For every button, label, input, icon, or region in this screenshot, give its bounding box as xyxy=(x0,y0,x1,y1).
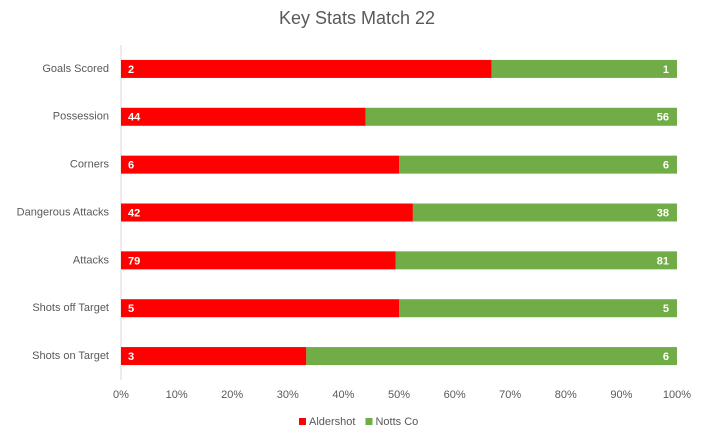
data-label: 5 xyxy=(663,303,669,315)
legend-swatch xyxy=(299,418,306,425)
data-label: 6 xyxy=(128,160,134,172)
x-tick-label: 30% xyxy=(277,389,299,401)
y-tick-label: Goals Scored xyxy=(42,63,109,75)
bar xyxy=(491,59,677,78)
data-label: 44 xyxy=(128,112,141,124)
bar xyxy=(121,203,413,222)
data-label: 81 xyxy=(657,255,669,267)
y-tick-label: Shots on Target xyxy=(32,350,109,362)
bar xyxy=(399,155,677,174)
data-label: 1 xyxy=(663,64,669,76)
bar xyxy=(121,59,492,78)
x-tick-label: 20% xyxy=(221,389,243,401)
data-label: 5 xyxy=(128,303,134,315)
chart-title: Key Stats Match 22 xyxy=(279,8,435,28)
y-tick-label: Dangerous Attacks xyxy=(17,206,110,218)
bar xyxy=(121,251,396,270)
bar xyxy=(121,155,399,174)
bar xyxy=(306,347,677,366)
x-tick-label: 100% xyxy=(663,389,691,401)
x-tick-label: 10% xyxy=(166,389,188,401)
bar xyxy=(412,203,677,222)
bar xyxy=(395,251,677,270)
bar xyxy=(121,107,366,126)
data-label: 3 xyxy=(128,351,134,363)
x-tick-label: 40% xyxy=(332,389,354,401)
data-label: 2 xyxy=(128,64,134,76)
y-tick-label: Shots off Target xyxy=(32,302,109,314)
bar xyxy=(365,107,677,126)
bar xyxy=(121,299,399,318)
y-tick-label: Attacks xyxy=(73,254,110,266)
x-tick-label: 50% xyxy=(388,389,410,401)
legend-label: Notts Co xyxy=(375,416,418,428)
data-label: 6 xyxy=(663,160,669,172)
legend-swatch xyxy=(365,418,373,425)
data-label: 38 xyxy=(657,207,669,219)
bar xyxy=(399,299,677,318)
data-label: 6 xyxy=(663,351,669,363)
data-label: 56 xyxy=(657,112,669,124)
x-tick-label: 70% xyxy=(499,389,521,401)
legend-label: Aldershot xyxy=(309,416,355,428)
bar xyxy=(121,347,307,366)
x-tick-label: 60% xyxy=(444,389,466,401)
data-label: 42 xyxy=(128,207,140,219)
x-tick-label: 90% xyxy=(610,389,632,401)
y-tick-label: Corners xyxy=(70,159,110,171)
x-tick-label: 0% xyxy=(113,389,129,401)
data-label: 79 xyxy=(128,255,140,267)
x-tick-label: 80% xyxy=(555,389,577,401)
y-tick-label: Possession xyxy=(53,111,109,123)
